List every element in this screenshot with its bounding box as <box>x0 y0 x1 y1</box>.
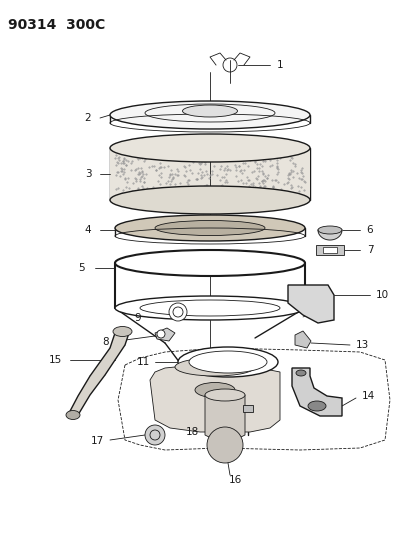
Ellipse shape <box>307 401 325 411</box>
Polygon shape <box>242 405 252 412</box>
Text: 12: 12 <box>171 404 184 414</box>
Text: 15: 15 <box>48 355 62 365</box>
Polygon shape <box>68 330 130 415</box>
Polygon shape <box>221 405 233 410</box>
Ellipse shape <box>175 358 254 376</box>
Ellipse shape <box>110 186 309 214</box>
Polygon shape <box>204 395 244 445</box>
Polygon shape <box>317 230 341 240</box>
Text: 4: 4 <box>85 225 91 235</box>
Bar <box>110 148 309 200</box>
Circle shape <box>169 303 187 321</box>
Text: 18: 18 <box>185 427 198 437</box>
Text: 17: 17 <box>90 436 103 446</box>
Polygon shape <box>294 331 310 348</box>
Text: 11: 11 <box>136 357 149 367</box>
Ellipse shape <box>115 296 304 320</box>
Ellipse shape <box>182 105 237 117</box>
Text: 16: 16 <box>228 475 241 485</box>
Ellipse shape <box>154 221 264 236</box>
Ellipse shape <box>115 250 304 276</box>
Ellipse shape <box>115 215 304 241</box>
Ellipse shape <box>295 370 305 376</box>
Text: 6: 6 <box>366 225 373 235</box>
Circle shape <box>145 425 165 445</box>
Circle shape <box>157 330 165 338</box>
Text: 14: 14 <box>361 391 374 401</box>
Polygon shape <box>150 365 279 432</box>
Ellipse shape <box>110 101 309 129</box>
Ellipse shape <box>113 327 132 336</box>
Circle shape <box>223 58 236 72</box>
Text: 7: 7 <box>366 245 373 255</box>
Polygon shape <box>287 285 333 323</box>
Ellipse shape <box>66 410 80 419</box>
Text: 1: 1 <box>276 60 282 70</box>
Text: 90314  300C: 90314 300C <box>8 18 105 32</box>
Ellipse shape <box>189 351 266 373</box>
Ellipse shape <box>178 347 277 377</box>
Ellipse shape <box>317 226 341 234</box>
Text: 2: 2 <box>85 113 91 123</box>
Text: 5: 5 <box>78 263 85 273</box>
Circle shape <box>206 427 242 463</box>
Bar <box>315 245 343 255</box>
Ellipse shape <box>110 134 309 162</box>
Text: 9: 9 <box>134 313 141 323</box>
Text: 10: 10 <box>375 290 388 300</box>
Text: 13: 13 <box>354 340 368 350</box>
Text: 3: 3 <box>85 169 91 179</box>
Polygon shape <box>154 328 175 341</box>
Ellipse shape <box>204 389 244 401</box>
Ellipse shape <box>195 383 235 398</box>
Polygon shape <box>291 368 341 416</box>
Bar <box>322 247 336 253</box>
Text: 8: 8 <box>102 337 109 347</box>
